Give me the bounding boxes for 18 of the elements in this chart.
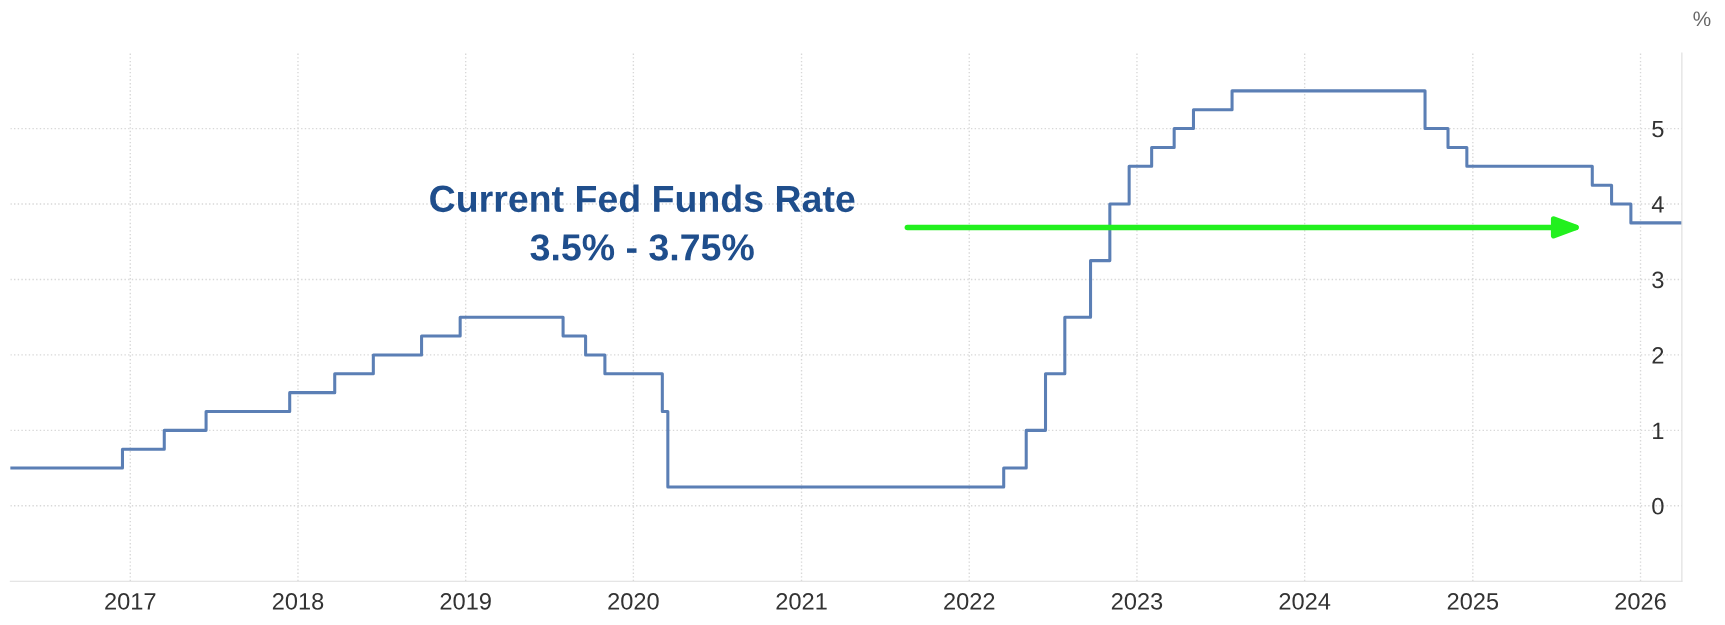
x-tick-label: 2018 <box>272 592 324 610</box>
y-tick-label: 2 <box>1652 346 1664 364</box>
y-axis-title: % <box>1693 11 1711 27</box>
y-tick-label: 1 <box>1653 422 1664 439</box>
y-tick-label: 3 <box>1652 271 1664 289</box>
x-tick-label: 2020 <box>608 592 659 610</box>
x-tick-label: 2017 <box>105 592 156 610</box>
y-tick-label: 4 <box>1651 196 1664 213</box>
x-tick-label: 2019 <box>440 592 491 610</box>
x-tick-label: 2025 <box>1447 592 1499 610</box>
annotation: Current Fed Funds Rate 3.5% - 3.75% <box>430 184 855 261</box>
x-tick-label: 2021 <box>776 592 827 610</box>
x-tick-label: 2026 <box>1615 592 1666 610</box>
y-tick-label: 0 <box>1652 497 1664 515</box>
x-tick-label: 2022 <box>944 592 995 610</box>
x-tick-label: 2024 <box>1279 592 1331 610</box>
y-tick-label: 5 <box>1652 120 1664 138</box>
x-tick-label: 2023 <box>1111 592 1163 610</box>
